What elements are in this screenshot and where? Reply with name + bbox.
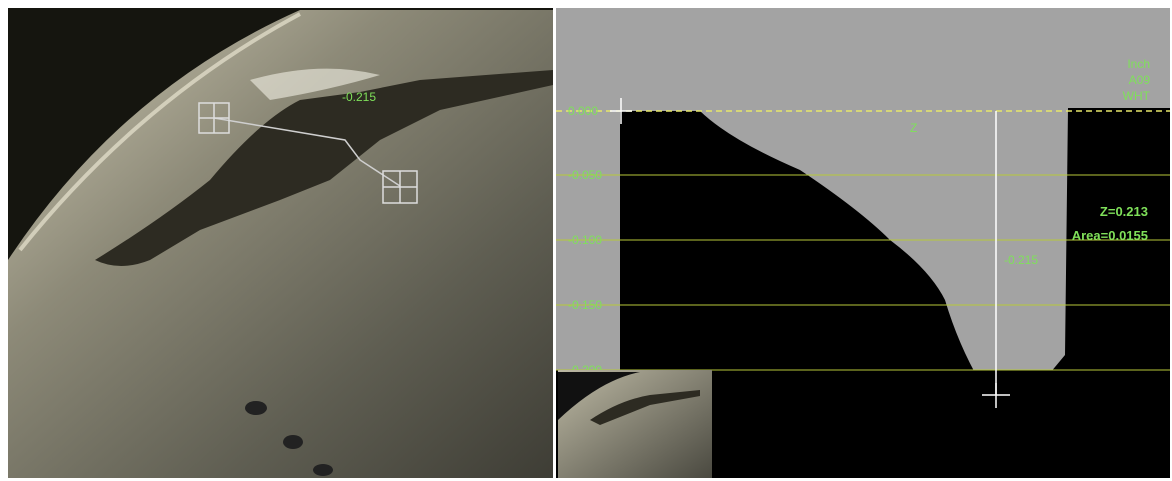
camera-view: -0.215	[8, 8, 553, 478]
cursor[interactable]	[198, 102, 230, 134]
units: Inch	[1127, 57, 1150, 71]
profile-shape	[620, 108, 1170, 390]
profile-view: 0.000-0.050-0.100-0.150-0.200 Z -0.215 Z…	[556, 8, 1170, 478]
measure-label: -0.215	[342, 90, 376, 104]
measure-line	[213, 117, 401, 187]
area-result: Area=0.0155	[1072, 228, 1148, 243]
depth-label: -0.215	[1004, 253, 1038, 267]
hole	[283, 435, 303, 449]
hole	[313, 464, 333, 476]
probe: A09	[1129, 73, 1151, 87]
axis-label: 0.000	[568, 104, 598, 118]
surface	[8, 10, 553, 478]
axis-label: -0.100	[568, 233, 602, 247]
light: WHT	[1123, 89, 1151, 103]
crack	[95, 70, 553, 266]
thumbnail[interactable]	[558, 370, 712, 478]
cursor[interactable]	[610, 98, 1010, 408]
cursor[interactable]	[382, 170, 418, 204]
axis-label: -0.150	[568, 298, 602, 312]
edge-highlight	[18, 12, 301, 252]
grid	[556, 174, 1170, 371]
hole	[245, 401, 267, 415]
z-result: Z=0.213	[1100, 204, 1148, 219]
glare	[250, 68, 380, 100]
z-label: Z	[910, 121, 917, 135]
axis-label: -0.050	[568, 168, 602, 182]
